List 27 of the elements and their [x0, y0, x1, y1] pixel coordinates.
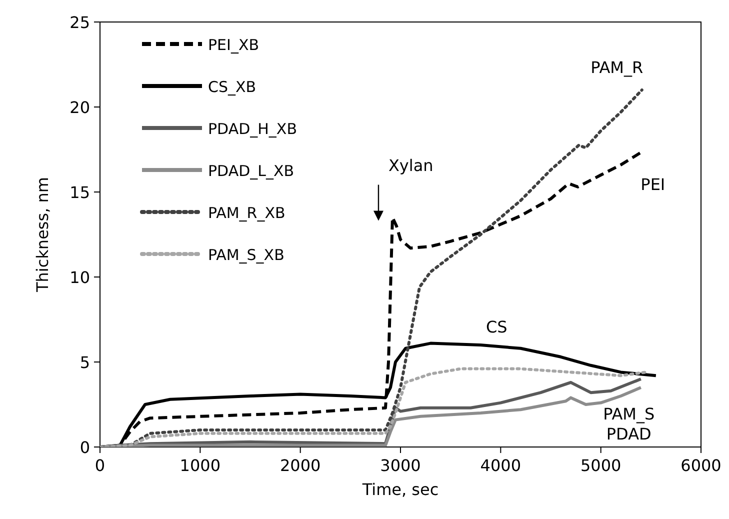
y-tick-label: 5: [80, 353, 90, 372]
x-tick-label: 6000: [680, 456, 722, 475]
x-axis-title: Time, sec: [361, 480, 439, 499]
y-tick-label: 10: [70, 268, 90, 287]
y-axis-title: Thickness, nm: [33, 177, 52, 293]
legend-label: PAM_R_XB: [208, 204, 286, 222]
annotation: PEI: [640, 174, 666, 194]
legend-label: PDAD_H_XB: [208, 120, 297, 138]
x-tick-label: 1000: [180, 456, 221, 475]
annotation: PDAD: [606, 424, 652, 444]
y-tick-label: 15: [70, 183, 90, 202]
legend-label: PDAD_L_XB: [208, 162, 294, 180]
y-tick-label: 25: [70, 13, 90, 32]
x-tick-label: 4000: [480, 456, 522, 475]
annotation: CS: [486, 317, 508, 336]
y-tick-label: 0: [80, 438, 90, 457]
annotation: PAM_S: [603, 404, 655, 424]
legend-label: CS_XB: [208, 78, 256, 96]
legend-label: PAM_S_XB: [208, 246, 284, 264]
annotation: Xylan: [388, 156, 434, 175]
x-tick-label: 0: [94, 456, 106, 475]
x-tick-label: 2000: [280, 456, 321, 475]
annotation: PAM_R: [590, 58, 644, 77]
x-tick-label: 3000: [380, 456, 421, 475]
legend-label: PEI_XB: [208, 36, 260, 54]
x-tick-label: 5000: [580, 456, 622, 475]
y-tick-label: 20: [70, 98, 90, 117]
